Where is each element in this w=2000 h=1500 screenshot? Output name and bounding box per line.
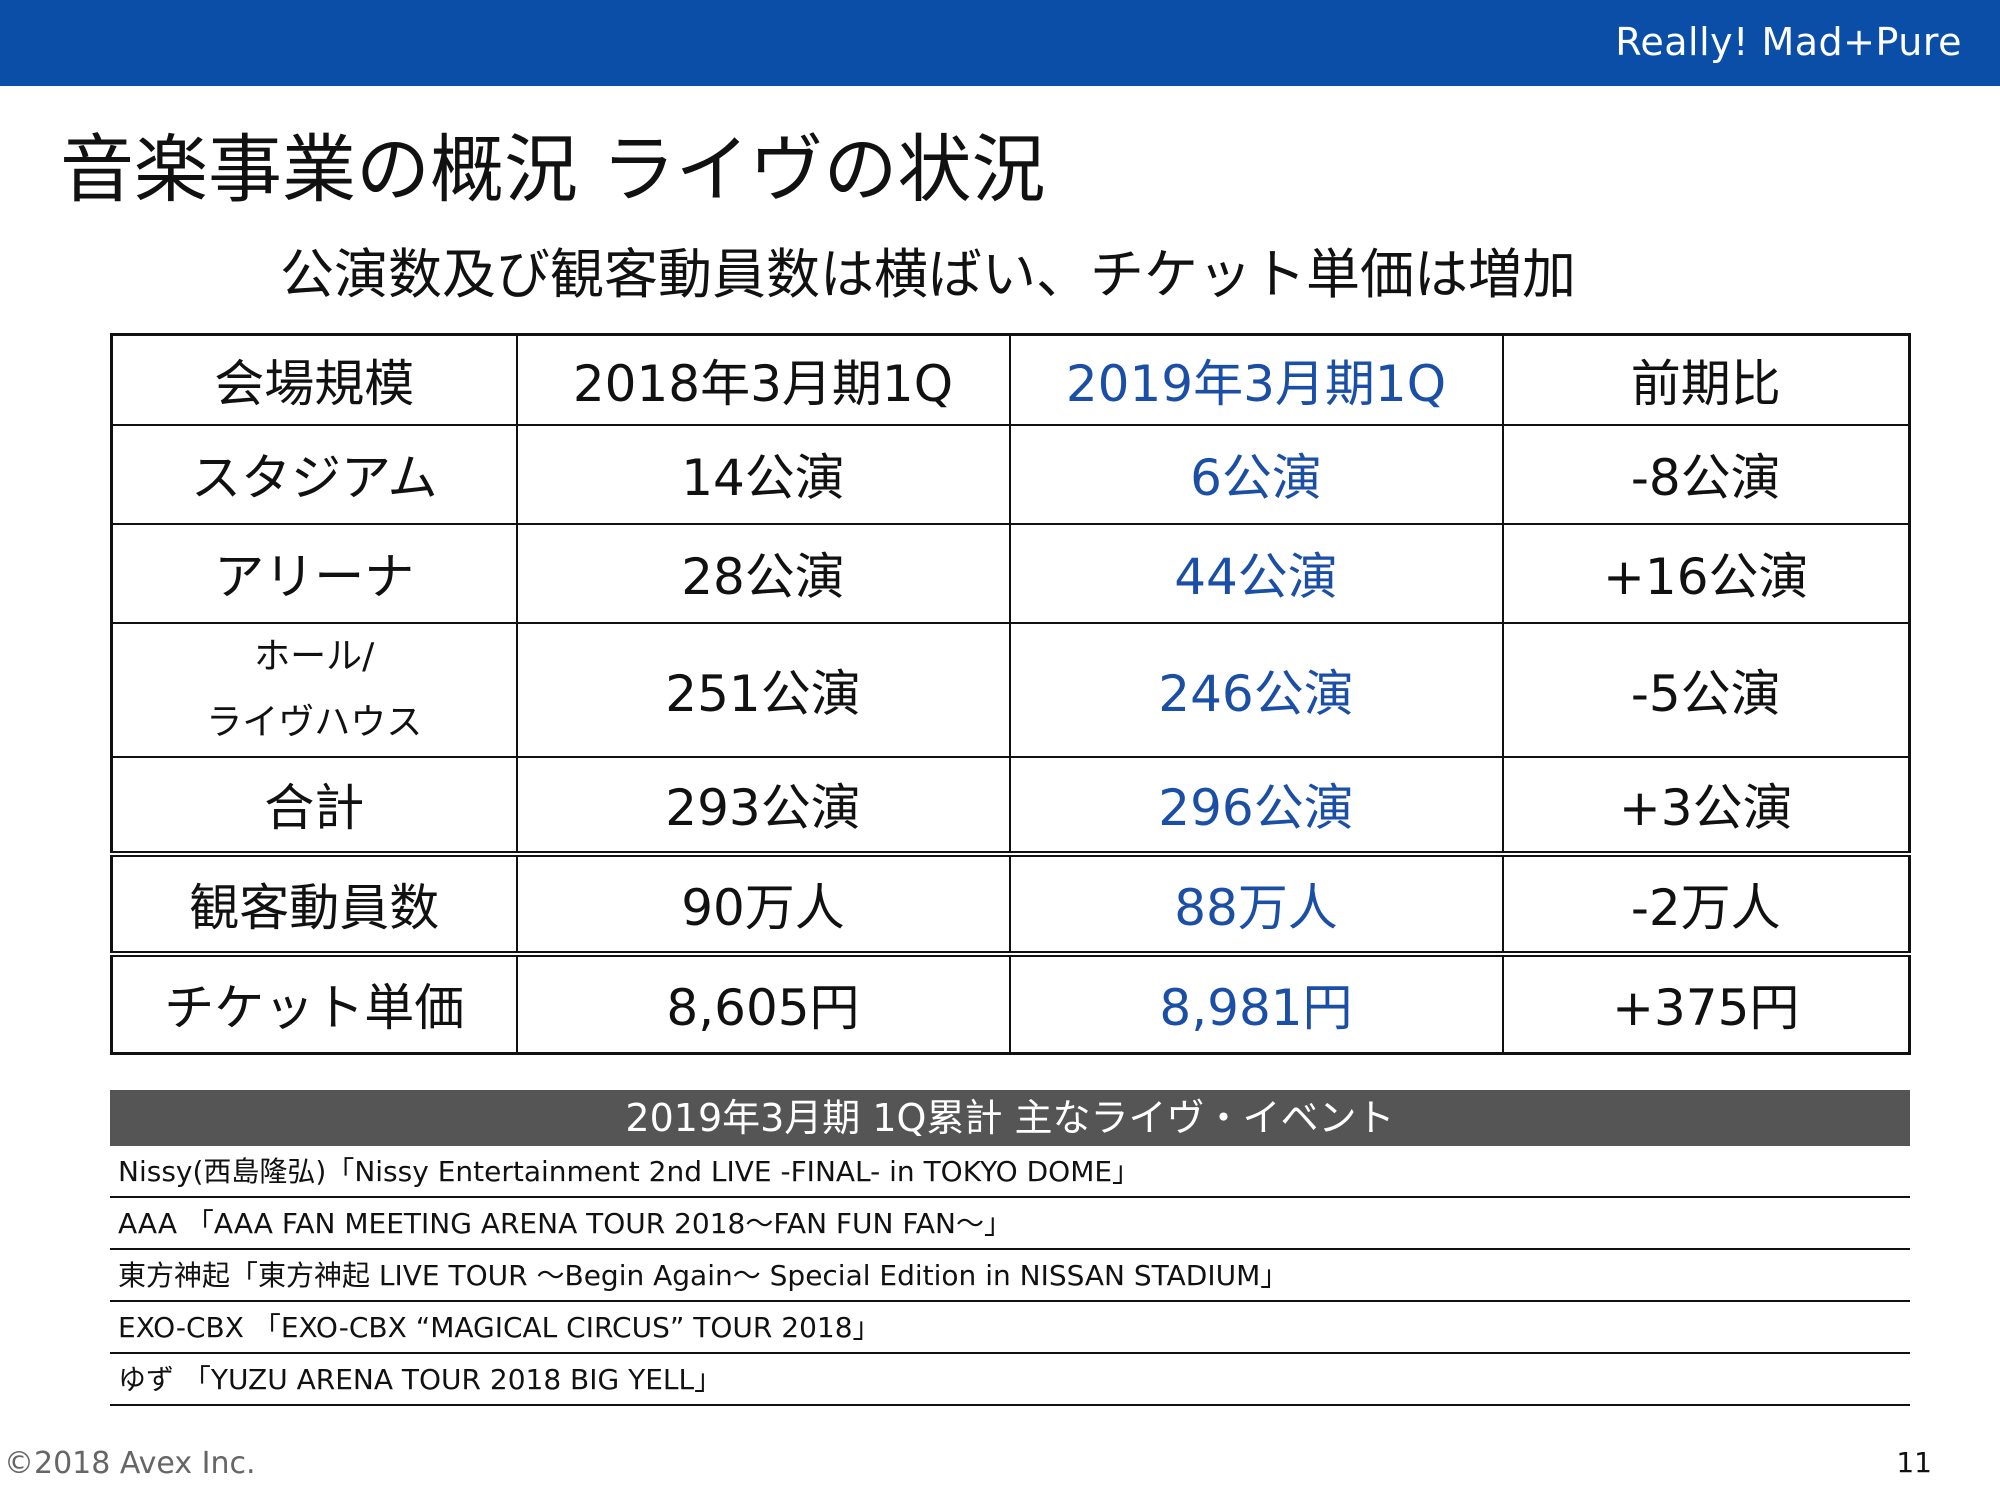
current-value: 44公演 bbox=[1008, 522, 1504, 624]
header-yoy: 前期比 bbox=[1501, 333, 1911, 426]
event-item: EXO-CBX 「EXO-CBX “MAGICAL CIRCUS” TOUR 2… bbox=[110, 1302, 1910, 1354]
row-label: アリーナ bbox=[110, 522, 518, 624]
row-label: 観客動員数 bbox=[110, 850, 518, 955]
row-label: スタジアム bbox=[110, 423, 518, 525]
current-value: 8,981円 bbox=[1008, 950, 1504, 1055]
event-item: ゆず 「YUZU ARENA TOUR 2018 BIG YELL」 bbox=[110, 1354, 1910, 1406]
table-row: ホール/ ライヴハウス 251公演 246公演 -5公演 bbox=[110, 621, 1911, 758]
live-stats-table: 会場規模 2018年3月期1Q 2019年3月期1Q 前期比 スタジアム 14公… bbox=[110, 333, 1911, 1055]
brand-tagline: Really! Mad+Pure bbox=[1615, 20, 1962, 64]
table-row: スタジアム 14公演 6公演 -8公演 bbox=[110, 423, 1911, 525]
prev-value: 14公演 bbox=[515, 423, 1011, 525]
events-header: 2019年3月期 1Q累計 主なライヴ・イベント bbox=[110, 1090, 1910, 1146]
table-row-total: 合計 293公演 296公演 +3公演 bbox=[110, 755, 1911, 855]
current-value: 246公演 bbox=[1008, 621, 1504, 758]
prev-value: 28公演 bbox=[515, 522, 1011, 624]
table-row-ticket-price: チケット単価 8,605円 8,981円 +375円 bbox=[110, 950, 1911, 1055]
page-number: 11 bbox=[1896, 1446, 1932, 1479]
yoy-value: -5公演 bbox=[1501, 621, 1911, 758]
row-label: 合計 bbox=[110, 755, 518, 855]
yoy-value: +375円 bbox=[1501, 950, 1911, 1055]
page-subtitle: 公演数及び観客動員数は横ばい、チケット単価は増加 bbox=[280, 243, 1576, 306]
yoy-value: -8公演 bbox=[1501, 423, 1911, 525]
event-item: 東方神起「東方神起 LIVE TOUR 〜Begin Again〜 Specia… bbox=[110, 1250, 1910, 1302]
prev-value: 251公演 bbox=[515, 621, 1011, 758]
table-row-attendance: 観客動員数 90万人 88万人 -2万人 bbox=[110, 850, 1911, 955]
table-row: アリーナ 28公演 44公演 +16公演 bbox=[110, 522, 1911, 624]
copyright: ©2018 Avex Inc. bbox=[4, 1446, 256, 1481]
event-item: AAA 「AAA FAN MEETING ARENA TOUR 2018〜FAN… bbox=[110, 1198, 1910, 1250]
row-label-line2: ライヴハウス bbox=[206, 701, 423, 743]
page-title: 音楽事業の概況 ライヴの状況 bbox=[60, 127, 1046, 213]
current-value: 88万人 bbox=[1008, 850, 1504, 955]
row-label: ホール/ ライヴハウス bbox=[110, 621, 518, 758]
prev-value: 90万人 bbox=[515, 850, 1011, 955]
header-bar: Really! Mad+Pure bbox=[0, 0, 2000, 86]
prev-value: 8,605円 bbox=[515, 950, 1011, 1055]
prev-value: 293公演 bbox=[515, 755, 1011, 855]
row-label-line1: ホール/ bbox=[254, 635, 375, 677]
yoy-value: +3公演 bbox=[1501, 755, 1911, 855]
row-label: チケット単価 bbox=[110, 950, 518, 1055]
current-value: 296公演 bbox=[1008, 755, 1504, 855]
yoy-value: +16公演 bbox=[1501, 522, 1911, 624]
events-section: 2019年3月期 1Q累計 主なライヴ・イベント Nissy(西島隆弘)「Nis… bbox=[110, 1090, 1910, 1406]
header-current-year: 2019年3月期1Q bbox=[1008, 333, 1504, 426]
yoy-value: -2万人 bbox=[1501, 850, 1911, 955]
event-item: Nissy(西島隆弘)「Nissy Entertainment 2nd LIVE… bbox=[110, 1146, 1910, 1198]
header-prev-year: 2018年3月期1Q bbox=[515, 333, 1011, 426]
table-header-row: 会場規模 2018年3月期1Q 2019年3月期1Q 前期比 bbox=[110, 333, 1911, 426]
current-value: 6公演 bbox=[1008, 423, 1504, 525]
header-venue-size: 会場規模 bbox=[110, 333, 518, 426]
